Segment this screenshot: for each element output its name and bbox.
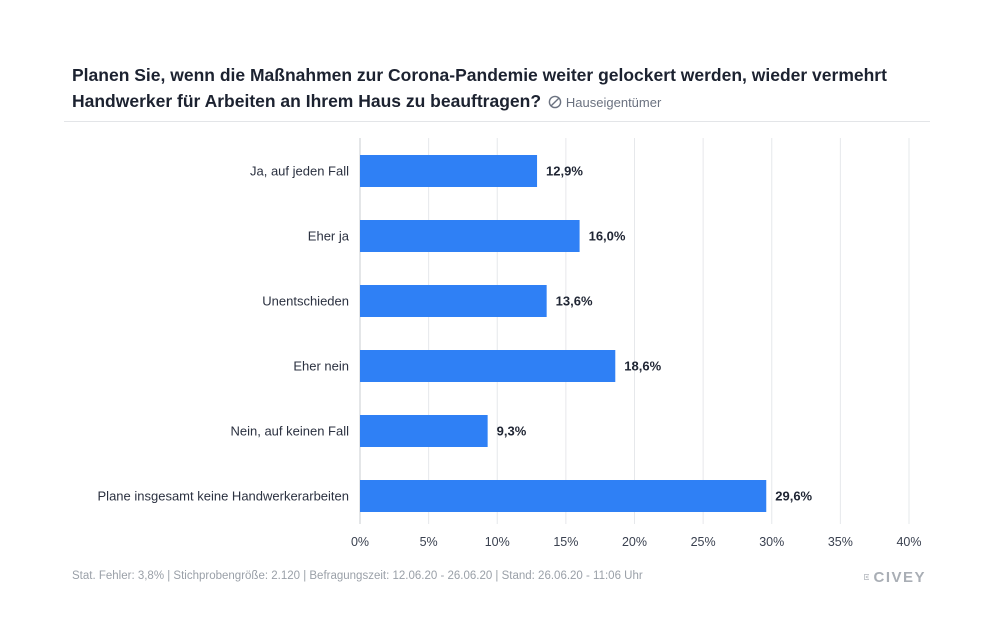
bar: [360, 350, 616, 382]
category-label: Ja, auf jeden Fall: [250, 164, 349, 179]
bar: [360, 415, 488, 447]
bar: [360, 220, 580, 252]
x-tick-label: 15%: [553, 535, 578, 549]
data-label: 9,3%: [497, 424, 527, 439]
category-label: Nein, auf keinen Fall: [230, 424, 349, 439]
data-label: 13,6%: [556, 294, 593, 309]
target-group-icon: [548, 95, 562, 109]
chart-subtitle: Hauseigentümer: [546, 95, 661, 110]
category-label: Unentschieden: [262, 294, 349, 309]
civey-logo: CIVEY: [864, 568, 926, 586]
chart-title-text: Planen Sie, wenn die Maßnahmen zur Coron…: [72, 65, 887, 111]
category-label: Eher ja: [308, 229, 350, 244]
header-divider: [64, 121, 930, 122]
category-label: Eher nein: [293, 359, 349, 374]
x-tick-label: 0%: [351, 535, 369, 549]
civey-logo-text: CIVEY: [873, 568, 926, 586]
x-tick-label: 40%: [896, 535, 921, 549]
chart-subtitle-text: Hauseigentümer: [565, 95, 662, 110]
x-tick-label: 30%: [759, 535, 784, 549]
data-label: 18,6%: [624, 359, 661, 374]
civey-logo-icon: [864, 574, 870, 580]
x-tick-label: 5%: [420, 535, 438, 549]
x-tick-label: 10%: [485, 535, 510, 549]
data-label: 12,9%: [546, 164, 583, 179]
bar: [360, 155, 538, 187]
x-tick-label: 20%: [622, 535, 647, 549]
chart-title: Planen Sie, wenn die Maßnahmen zur Coron…: [72, 62, 912, 116]
bar: [360, 285, 547, 317]
category-label: Plane insgesamt keine Handwerkerarbeiten: [98, 489, 349, 504]
x-tick-label: 35%: [828, 535, 853, 549]
x-tick-label: 25%: [691, 535, 716, 549]
data-label: 29,6%: [775, 489, 812, 504]
data-label: 16,0%: [589, 229, 626, 244]
bar: [360, 480, 767, 512]
chart-footer: Stat. Fehler: 3,8% | Stichprobengröße: 2…: [72, 570, 643, 582]
